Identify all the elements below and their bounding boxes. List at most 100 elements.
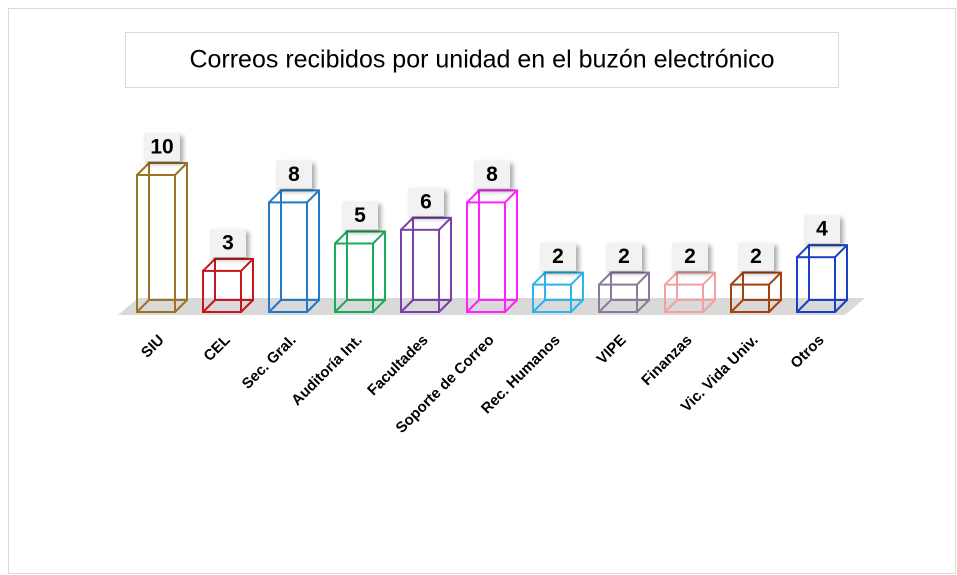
bar-edge [372, 299, 386, 313]
bar-edge [174, 162, 188, 176]
bar-edge [306, 189, 320, 204]
value-label-box [210, 228, 246, 257]
bar-edge [532, 299, 546, 313]
chart-area [8, 8, 956, 574]
bar-edge [768, 299, 782, 313]
bar-edge [834, 299, 848, 313]
bar-front [532, 283, 572, 314]
bar [796, 244, 848, 314]
bar-back [610, 271, 650, 302]
title-box [125, 32, 839, 88]
value-label: 2 [552, 245, 564, 268]
bar-edge [834, 244, 848, 258]
value-label-box [606, 242, 642, 271]
bar-edge [438, 217, 452, 231]
value-label: 5 [354, 204, 366, 227]
bar-edge [136, 299, 150, 313]
value-label: 3 [222, 231, 234, 254]
value-label: 2 [750, 245, 762, 268]
value-label-box [540, 242, 576, 271]
bar-edge [796, 244, 810, 258]
bar-edge [268, 299, 282, 313]
value-label-box [408, 187, 444, 216]
bar-front [334, 242, 374, 313]
bar-edge [768, 271, 782, 286]
bar-edge [136, 162, 150, 176]
bar-back [544, 271, 584, 302]
bar-edge [400, 299, 414, 313]
bar [532, 271, 584, 314]
bar [730, 271, 782, 314]
bar-edge [240, 258, 254, 272]
bar-edge [636, 299, 650, 313]
bar-edge [504, 189, 518, 204]
bar-edge [466, 189, 480, 204]
bar-front [598, 283, 638, 314]
bar-edge [240, 299, 254, 313]
bar-back [148, 162, 188, 301]
value-label-box [342, 201, 378, 230]
bar-front [202, 269, 242, 313]
bar-edge [570, 299, 584, 313]
value-label: 2 [618, 245, 630, 268]
bar [664, 271, 716, 314]
bar [136, 162, 188, 313]
bar-back [280, 189, 320, 301]
value-label: 8 [486, 163, 498, 186]
bar-back [676, 271, 716, 302]
value-label: 6 [420, 190, 432, 213]
value-label-box [738, 242, 774, 271]
bar-front [466, 201, 506, 313]
bar-edge [306, 299, 320, 313]
floor [118, 298, 865, 315]
value-label: 2 [684, 245, 696, 268]
bar-edge [504, 299, 518, 313]
bar-front [400, 228, 440, 313]
value-label: 8 [288, 163, 300, 186]
bar-back [742, 271, 782, 302]
bar-edge [334, 230, 348, 245]
value-label-box [672, 242, 708, 271]
bar-edge [636, 271, 650, 286]
value-label-box [474, 160, 510, 189]
bar-edge [796, 299, 810, 313]
bar-back [478, 189, 518, 301]
value-label-box [804, 215, 840, 244]
chart-title: Correos recibidos por unidad en el buzón… [189, 46, 774, 74]
bar-back [412, 216, 452, 301]
value-label-box [276, 160, 312, 189]
value-label: 10 [150, 136, 173, 159]
bar-edge [202, 258, 216, 272]
bar-edge [400, 217, 414, 231]
bar-edge [202, 299, 216, 313]
bar-edge [532, 271, 546, 286]
bar-front [664, 283, 704, 314]
bar-edge [466, 299, 480, 313]
bar-edge [268, 189, 282, 204]
value-label: 4 [816, 218, 828, 241]
bar-edge [730, 271, 744, 286]
bar-edge [702, 299, 716, 313]
bar [268, 189, 320, 313]
value-label-box [144, 133, 180, 161]
bar-front [796, 256, 836, 314]
bar-back [214, 257, 254, 301]
bar-edge [702, 271, 716, 286]
bar-edge [664, 299, 678, 313]
bar [400, 216, 452, 313]
bar-edge [372, 230, 386, 245]
bar-front [730, 283, 770, 314]
bar-front [136, 174, 176, 313]
bar-edge [730, 299, 744, 313]
bar-back [808, 244, 848, 301]
bar-back [346, 230, 386, 301]
bar [466, 189, 518, 313]
bar [202, 257, 254, 313]
bar-front [268, 201, 308, 313]
bar [334, 230, 386, 313]
bar-edge [174, 299, 188, 313]
bar-edge [438, 299, 452, 313]
bar-edge [598, 271, 612, 286]
